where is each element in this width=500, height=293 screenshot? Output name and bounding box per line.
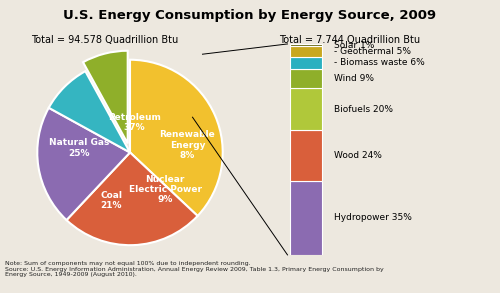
- Text: Renewable
Energy
8%: Renewable Energy 8%: [160, 130, 216, 160]
- Bar: [290, 88, 322, 130]
- Bar: [290, 44, 322, 46]
- Wedge shape: [38, 108, 130, 220]
- Wedge shape: [48, 71, 130, 152]
- Wedge shape: [66, 152, 198, 245]
- Bar: [290, 181, 322, 255]
- Bar: [290, 46, 322, 57]
- Wedge shape: [83, 51, 128, 144]
- Text: Biofuels 20%: Biofuels 20%: [334, 105, 393, 114]
- Text: Total = 94.578 Quadrillion Btu: Total = 94.578 Quadrillion Btu: [32, 35, 178, 45]
- Text: U.S. Energy Consumption by Energy Source, 2009: U.S. Energy Consumption by Energy Source…: [64, 9, 436, 22]
- Bar: [290, 69, 322, 88]
- Text: Natural Gas
25%: Natural Gas 25%: [49, 138, 109, 158]
- Text: Hydropower 35%: Hydropower 35%: [334, 214, 412, 222]
- Wedge shape: [130, 60, 222, 216]
- Text: Total = 7.744 Quadrillion Btu: Total = 7.744 Quadrillion Btu: [280, 35, 420, 45]
- Text: Solar 1%: Solar 1%: [334, 40, 374, 50]
- Text: - Geothermal 5%: - Geothermal 5%: [334, 47, 411, 56]
- Text: - Biomass waste 6%: - Biomass waste 6%: [334, 58, 425, 67]
- Text: Coal
21%: Coal 21%: [100, 191, 122, 210]
- Bar: [290, 57, 322, 69]
- Text: Note: Sum of components may not equal 100% due to independent rounding.
Source: : Note: Sum of components may not equal 10…: [5, 261, 384, 277]
- Text: Petroleum
37%: Petroleum 37%: [108, 113, 161, 132]
- Text: Nuclear
Electric Power
9%: Nuclear Electric Power 9%: [128, 175, 202, 205]
- Bar: [290, 130, 322, 181]
- Text: Wood 24%: Wood 24%: [334, 151, 382, 160]
- Text: Wind 9%: Wind 9%: [334, 74, 374, 83]
